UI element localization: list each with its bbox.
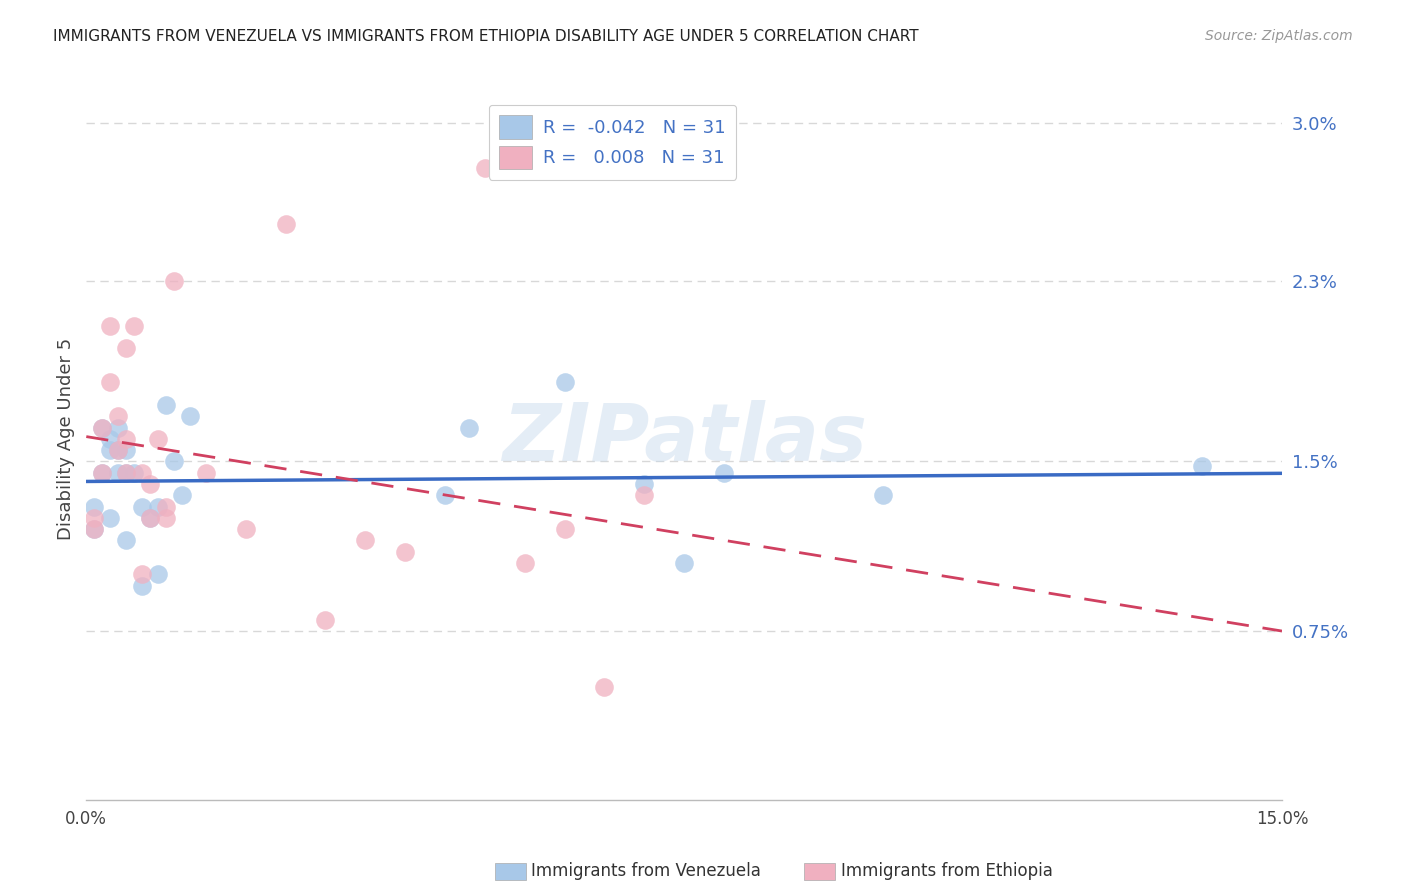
Point	[91, 466, 114, 480]
Point	[155, 500, 177, 514]
Point	[115, 443, 138, 458]
Point	[83, 511, 105, 525]
Point	[872, 488, 894, 502]
Text: Source: ZipAtlas.com: Source: ZipAtlas.com	[1205, 29, 1353, 43]
Point	[1191, 458, 1213, 473]
Point	[554, 376, 576, 390]
Point	[146, 432, 169, 446]
Point	[91, 420, 114, 434]
Point	[98, 511, 121, 525]
Point	[107, 409, 129, 424]
Point	[458, 420, 481, 434]
Text: ZIPatlas: ZIPatlas	[502, 400, 866, 478]
Point	[107, 466, 129, 480]
Text: Immigrants from Venezuela: Immigrants from Venezuela	[531, 863, 761, 880]
Point	[107, 443, 129, 458]
Point	[274, 217, 297, 231]
Text: Immigrants from Ethiopia: Immigrants from Ethiopia	[841, 863, 1053, 880]
Point	[131, 567, 153, 582]
Point	[115, 432, 138, 446]
Point	[194, 466, 217, 480]
Point	[146, 567, 169, 582]
Point	[314, 613, 336, 627]
Point	[131, 579, 153, 593]
Point	[91, 420, 114, 434]
Point	[131, 500, 153, 514]
Point	[107, 420, 129, 434]
Point	[91, 466, 114, 480]
Point	[139, 511, 162, 525]
Point	[139, 511, 162, 525]
Point	[122, 466, 145, 480]
Point	[554, 522, 576, 536]
Point	[107, 443, 129, 458]
Point	[170, 488, 193, 502]
Point	[115, 466, 138, 480]
Point	[139, 477, 162, 491]
Point	[146, 500, 169, 514]
Point	[235, 522, 257, 536]
Point	[98, 376, 121, 390]
Point	[122, 318, 145, 333]
Point	[354, 533, 377, 548]
Point	[115, 342, 138, 356]
Point	[513, 556, 536, 570]
Point	[163, 454, 186, 468]
Point	[179, 409, 201, 424]
Point	[163, 274, 186, 288]
Point	[155, 398, 177, 412]
Point	[155, 511, 177, 525]
Point	[83, 522, 105, 536]
Point	[83, 500, 105, 514]
Point	[713, 466, 735, 480]
Point	[98, 318, 121, 333]
Point	[115, 466, 138, 480]
Point	[98, 443, 121, 458]
Point	[98, 432, 121, 446]
Point	[593, 680, 616, 694]
Y-axis label: Disability Age Under 5: Disability Age Under 5	[58, 338, 75, 540]
Legend: R =  -0.042   N = 31, R =   0.008   N = 31: R = -0.042 N = 31, R = 0.008 N = 31	[488, 104, 737, 180]
Point	[394, 545, 416, 559]
Point	[83, 522, 105, 536]
Text: IMMIGRANTS FROM VENEZUELA VS IMMIGRANTS FROM ETHIOPIA DISABILITY AGE UNDER 5 COR: IMMIGRANTS FROM VENEZUELA VS IMMIGRANTS …	[53, 29, 920, 44]
Point	[633, 477, 655, 491]
Point	[474, 161, 496, 175]
Point	[131, 466, 153, 480]
Point	[673, 556, 696, 570]
Point	[633, 488, 655, 502]
Point	[115, 533, 138, 548]
Point	[433, 488, 456, 502]
